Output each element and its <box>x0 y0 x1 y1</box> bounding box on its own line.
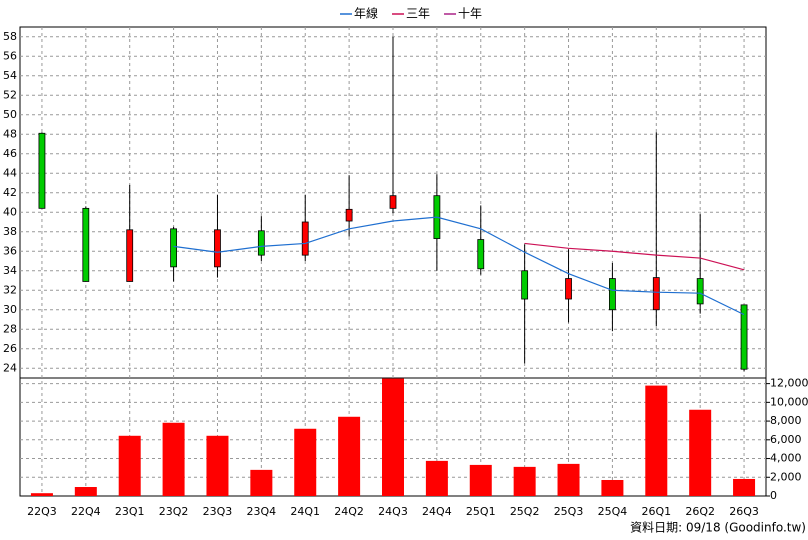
legend-label: 三年 <box>406 7 430 21</box>
y-tick-label: 34 <box>3 264 17 277</box>
volume-bar <box>338 416 361 496</box>
series-line <box>524 242 745 271</box>
y-tick-label: 52 <box>3 88 17 101</box>
y-tick-label: 48 <box>3 127 17 140</box>
volume-bar <box>601 479 624 496</box>
volume-bar <box>118 435 141 496</box>
y2-tick-label: 0 <box>770 489 777 502</box>
y-tick-label: 26 <box>3 342 17 355</box>
y-tick-label: 58 <box>3 30 17 43</box>
y-tick-label: 28 <box>3 322 17 335</box>
candle-body <box>301 221 309 256</box>
y-tick-label: 40 <box>3 205 17 218</box>
series-line <box>173 216 745 316</box>
volume-bar <box>74 487 97 496</box>
y2-tick-label: 10,000 <box>770 395 808 408</box>
candle-body <box>477 239 485 270</box>
candle-body <box>696 278 704 305</box>
x-tick-label: 25Q2 <box>510 505 540 518</box>
y-tick-label: 46 <box>3 147 17 160</box>
x-tick-label: 26Q1 <box>641 505 671 518</box>
x-tick-label: 24Q4 <box>422 505 452 518</box>
x-tick-label: 24Q3 <box>378 505 408 518</box>
candle-body <box>82 207 90 282</box>
x-tick-label: 25Q3 <box>554 505 584 518</box>
y-tick-label: 54 <box>3 69 17 82</box>
volume-bar <box>162 422 185 496</box>
candle-body <box>609 278 616 311</box>
y2-tick-label: 12,000 <box>770 377 808 390</box>
legend-label: 年線 <box>354 6 378 21</box>
y-tick-label: 44 <box>3 166 17 179</box>
volume-bar <box>645 385 668 496</box>
candle-body <box>170 228 177 268</box>
x-tick-label: 26Q3 <box>729 505 759 518</box>
x-tick-label: 24Q1 <box>290 505 320 518</box>
x-tick-label: 25Q4 <box>598 505 628 518</box>
legend-label: 十年 <box>458 7 482 21</box>
y2-tick-label: 4,000 <box>770 452 802 465</box>
volume-bar <box>382 378 404 496</box>
y-tick-label: 32 <box>3 283 17 296</box>
candle-body <box>38 132 46 209</box>
candle-body <box>126 229 134 282</box>
x-tick-label: 23Q1 <box>115 505 145 518</box>
x-tick-label: 26Q2 <box>685 505 715 518</box>
y-tick-label: 56 <box>3 49 17 62</box>
candle-body <box>257 230 265 256</box>
y-tick-label: 24 <box>3 361 17 374</box>
volume-bar <box>557 463 580 496</box>
candle-body <box>345 208 353 222</box>
candle-body <box>565 278 572 300</box>
volume-bar <box>294 428 317 496</box>
x-tick-label: 25Q1 <box>466 505 496 518</box>
source: 資料日期: 09/18 (Goodinfo.tw) <box>630 521 806 535</box>
y2-tick-label: 8,000 <box>770 414 802 427</box>
x-tick-label: 22Q4 <box>71 505 101 518</box>
candle-body <box>740 304 748 370</box>
volume-bar <box>689 409 712 496</box>
y-tick-label: 30 <box>3 303 17 316</box>
candle-body <box>652 277 660 311</box>
volume-bar <box>206 435 229 496</box>
volume-bar <box>733 478 756 496</box>
x-tick-label: 22Q3 <box>27 505 57 518</box>
candle-body <box>521 270 529 300</box>
y-tick-label: 36 <box>3 244 17 257</box>
y2-tick-label: 6,000 <box>770 433 802 446</box>
y2-tick-label: 2,000 <box>770 470 802 483</box>
x-tick-label: 23Q2 <box>159 505 189 518</box>
volume-bar <box>513 466 536 496</box>
y-tick-label: 50 <box>3 108 17 121</box>
y-tick-label: 42 <box>3 186 17 199</box>
volume-bar <box>250 469 273 496</box>
x-tick-label: 23Q3 <box>203 505 233 518</box>
volume-bar <box>425 460 448 496</box>
volume-bar <box>469 464 492 496</box>
x-tick-label: 24Q2 <box>334 505 364 518</box>
x-tick-label: 23Q4 <box>247 505 277 518</box>
candle-body <box>389 195 397 209</box>
y-tick-label: 38 <box>3 225 17 238</box>
volume-bar <box>30 493 53 496</box>
candle-body <box>214 229 221 268</box>
